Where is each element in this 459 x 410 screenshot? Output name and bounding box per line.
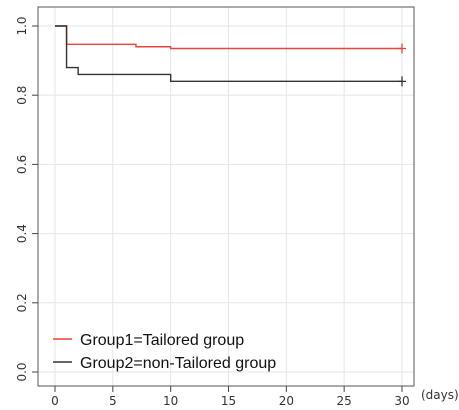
y-tick-label: 0.4 — [15, 224, 29, 243]
legend: Group1=Tailored group Group2=non-Tailored… — [53, 332, 276, 372]
y-tick-label: 0.6 — [15, 155, 29, 174]
x-axis: 0 5 10 15 20 25 30 — [51, 386, 410, 408]
y-axis: 0.0 0.2 0.4 0.6 0.8 1.0 — [15, 16, 38, 382]
x-tick-label: 10 — [163, 394, 178, 408]
y-tick-label: 0.0 — [15, 362, 29, 381]
y-tick-label: 0.8 — [15, 86, 29, 105]
x-tick-label: 0 — [51, 394, 59, 408]
x-unit-label: (days) — [421, 388, 459, 402]
y-tick-label: 0.2 — [15, 293, 29, 312]
x-tick-label: 20 — [279, 394, 294, 408]
series-line-2 — [55, 25, 402, 83]
grid-lines — [38, 7, 414, 386]
x-tick-label: 30 — [394, 394, 409, 408]
series-group — [55, 25, 406, 87]
legend-entry: Group1=Tailored group — [80, 332, 244, 349]
censor-mark — [398, 43, 406, 54]
y-tick-label: 1.0 — [15, 16, 29, 35]
x-tick-label: 25 — [337, 394, 352, 408]
x-tick-label: 5 — [109, 394, 117, 408]
x-tick-label: 15 — [221, 394, 236, 408]
censor-mark — [398, 76, 406, 87]
plot-frame — [37, 6, 415, 387]
legend-entry: Group2=non-Tailored group — [80, 355, 276, 372]
